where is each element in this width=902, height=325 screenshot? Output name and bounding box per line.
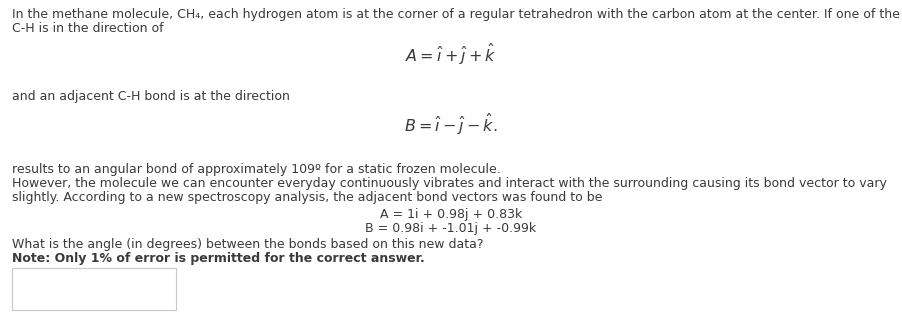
Text: In the methane molecule, CH₄, each hydrogen atom is at the corner of a regular t: In the methane molecule, CH₄, each hydro… bbox=[12, 8, 899, 21]
Text: and an adjacent C-H bond is at the direction: and an adjacent C-H bond is at the direc… bbox=[12, 90, 290, 103]
Text: However, the molecule we can encounter everyday continuously vibrates and intera: However, the molecule we can encounter e… bbox=[12, 177, 887, 190]
Text: Note: Only 1% of error is permitted for the correct answer.: Note: Only 1% of error is permitted for … bbox=[12, 252, 425, 265]
Text: What is the angle (in degrees) between the bonds based on this new data?: What is the angle (in degrees) between t… bbox=[12, 238, 483, 251]
Text: results to an angular bond of approximately 109º for a static frozen molecule.: results to an angular bond of approximat… bbox=[12, 163, 501, 176]
Bar bbox=[12, 268, 176, 310]
Text: C-H is in the direction of: C-H is in the direction of bbox=[12, 22, 163, 35]
Text: $\mathit{A} = \hat{\imath} + \hat{\jmath} + \hat{k}$: $\mathit{A} = \hat{\imath} + \hat{\jmath… bbox=[405, 42, 497, 67]
Text: A = 1i + 0.98j + 0.83k: A = 1i + 0.98j + 0.83k bbox=[380, 208, 522, 221]
Text: slightly. According to a new spectroscopy analysis, the adjacent bond vectors wa: slightly. According to a new spectroscop… bbox=[12, 191, 603, 204]
Text: B = 0.98i + -1.01j + -0.99k: B = 0.98i + -1.01j + -0.99k bbox=[365, 222, 537, 235]
Text: $\mathit{B} = \hat{\imath} - \hat{\jmath} - \hat{k}.$: $\mathit{B} = \hat{\imath} - \hat{\jmath… bbox=[404, 112, 498, 137]
